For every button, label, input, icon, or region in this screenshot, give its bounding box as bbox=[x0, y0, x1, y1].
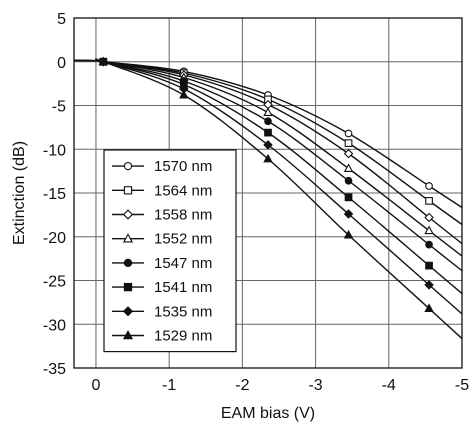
data-point bbox=[343, 163, 354, 173]
data-point bbox=[425, 261, 433, 270]
x-tick-label: -1 bbox=[162, 377, 176, 394]
legend-swatch-marker bbox=[122, 233, 134, 243]
legend-swatch-marker bbox=[123, 258, 133, 268]
legend-entry: 1564 nm bbox=[154, 182, 212, 199]
legend-swatch-marker bbox=[123, 161, 133, 171]
legend-swatch-marker bbox=[122, 306, 134, 317]
y-tick-label: -5 bbox=[52, 99, 66, 116]
legend-swatch-marker bbox=[122, 330, 134, 340]
data-point bbox=[344, 129, 353, 138]
y-tick-label: -10 bbox=[43, 142, 66, 159]
tick-labels: 0 -1 -2 -3 -4 -5 5 0 -5 -10 -15 -20 -25 -30 -35 bbox=[43, 11, 469, 394]
data-point bbox=[263, 107, 273, 117]
x-tick-label: -3 bbox=[308, 377, 322, 394]
data-point bbox=[264, 117, 272, 126]
plot-frame bbox=[73, 17, 463, 369]
data-point bbox=[424, 303, 434, 313]
legend-entry: 1552 nm bbox=[154, 231, 212, 248]
x-tick-label: 0 bbox=[92, 377, 101, 394]
y-tick-label: 5 bbox=[57, 11, 66, 28]
y-tick-label: 0 bbox=[57, 55, 66, 72]
legend-swatch-marker bbox=[123, 282, 133, 292]
legend-entry: 1529 nm bbox=[154, 328, 212, 345]
data-point bbox=[98, 56, 109, 66]
y-tick-label: -25 bbox=[43, 274, 66, 291]
x-tick-label: -5 bbox=[455, 377, 469, 394]
data-point bbox=[343, 229, 354, 239]
data-point bbox=[344, 176, 353, 185]
data-point bbox=[344, 139, 353, 147]
data-point bbox=[424, 280, 434, 290]
y-tick-label: -15 bbox=[43, 186, 66, 203]
data-point bbox=[425, 240, 433, 249]
data-point bbox=[424, 225, 434, 235]
data-point bbox=[343, 148, 354, 159]
legend-entry: 1541 nm bbox=[154, 279, 212, 296]
data-point bbox=[343, 209, 354, 219]
legend-swatch-marker bbox=[123, 186, 133, 195]
legend-swatch-marker bbox=[122, 209, 134, 220]
x-tick-label: -2 bbox=[235, 377, 249, 394]
data-point bbox=[264, 128, 272, 137]
y-tick-label: -35 bbox=[43, 361, 66, 378]
legend-entry: 1535 nm bbox=[154, 303, 212, 320]
series-markers bbox=[98, 56, 434, 313]
x-axis-label: EAM bias (V) bbox=[221, 405, 315, 422]
data-point bbox=[425, 182, 433, 190]
legend-entry: 1570 nm bbox=[154, 158, 212, 175]
y-tick-label: -20 bbox=[43, 230, 66, 247]
data-point bbox=[179, 89, 189, 99]
data-point bbox=[263, 153, 273, 163]
legend-entry: 1558 nm bbox=[154, 207, 212, 224]
y-tick-label: -30 bbox=[43, 317, 66, 334]
series-line bbox=[73, 58, 463, 340]
data-point bbox=[344, 193, 353, 202]
legend-entry: 1547 nm bbox=[154, 255, 212, 272]
data-point bbox=[263, 140, 273, 150]
x-tick-label: -4 bbox=[382, 377, 396, 394]
y-axis-label: Extinction (dB) bbox=[11, 141, 28, 245]
legend-box bbox=[103, 149, 237, 353]
legend: 1570 nm 1564 nm 1558 nm 1552 nm 1547 nm 1541 … bbox=[103, 149, 237, 353]
data-point bbox=[424, 212, 434, 223]
data-point bbox=[425, 197, 433, 205]
series-curves bbox=[73, 58, 463, 340]
